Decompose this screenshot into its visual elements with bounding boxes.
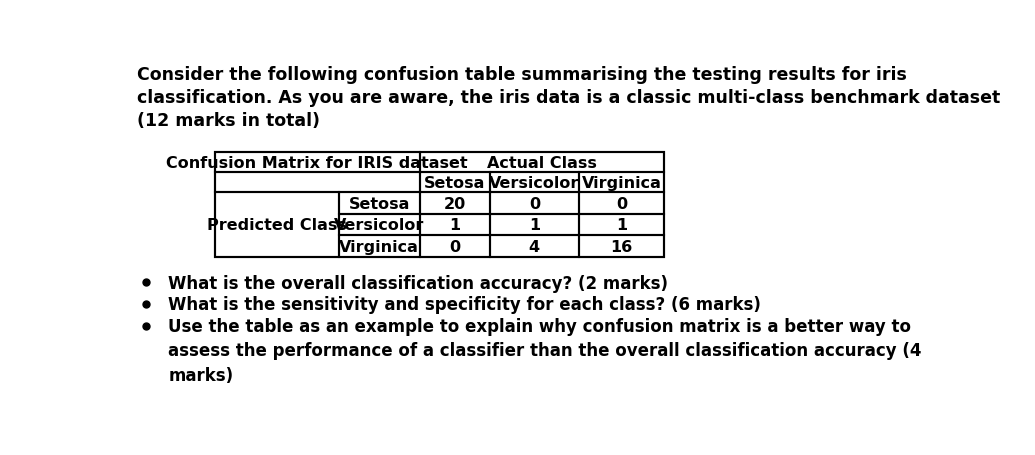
Text: 1: 1 [529,217,540,233]
Bar [420,236,490,258]
Bar [338,193,420,214]
Text: Use the table as an example to explain why confusion matrix is a better way to
a: Use the table as an example to explain w… [168,318,921,384]
Bar [214,153,664,258]
Bar [214,193,338,258]
Bar [490,193,579,214]
Text: (12 marks in total): (12 marks in total) [137,111,320,129]
Bar [579,214,664,236]
Text: 20: 20 [444,196,466,211]
Text: Confusion Matrix for IRIS dataset: Confusion Matrix for IRIS dataset [167,156,468,171]
Text: 4: 4 [529,239,540,254]
Bar [490,214,579,236]
Text: Setosa: Setosa [424,176,485,190]
Bar [490,173,579,193]
Text: What is the sensitivity and specificity for each class? (6 marks): What is the sensitivity and specificity … [168,296,761,314]
Text: Versicolor: Versicolor [334,217,424,233]
Text: Setosa: Setosa [349,196,410,211]
Text: classification. As you are aware, the iris data is a classic multi-class benchma: classification. As you are aware, the ir… [137,88,1001,106]
Text: What is the overall classification accuracy? (2 marks): What is the overall classification accur… [168,274,669,292]
Bar [420,214,490,236]
Bar [214,153,420,173]
Text: Predicted Class: Predicted Class [207,217,347,233]
Bar [338,236,420,258]
Text: Versicolor: Versicolor [490,176,580,190]
Bar [338,214,420,236]
Bar [579,193,664,214]
Bar [420,153,664,173]
Bar [214,173,420,193]
Text: 1: 1 [449,217,461,233]
Bar [420,193,490,214]
Text: 0: 0 [449,239,461,254]
Text: Consider the following confusion table summarising the testing results for iris: Consider the following confusion table s… [137,66,907,83]
Bar [420,173,490,193]
Text: Virginica: Virginica [339,239,419,254]
Text: 0: 0 [529,196,540,211]
Text: 16: 16 [611,239,632,254]
Text: Virginica: Virginica [582,176,661,190]
Text: 0: 0 [616,196,627,211]
Bar [579,173,664,193]
Text: 1: 1 [616,217,627,233]
Text: Actual Class: Actual Class [487,156,597,171]
Bar [490,236,579,258]
Bar [579,236,664,258]
